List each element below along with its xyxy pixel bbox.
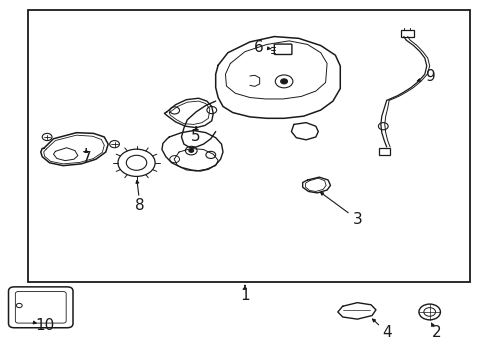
Bar xyxy=(27,10,470,282)
Text: 10: 10 xyxy=(35,318,54,333)
Text: 7: 7 xyxy=(81,151,91,166)
Text: 3: 3 xyxy=(352,212,362,227)
Text: 8: 8 xyxy=(135,198,145,213)
Text: 5: 5 xyxy=(191,130,201,144)
Text: 6: 6 xyxy=(254,40,264,55)
Bar xyxy=(401,30,414,37)
Text: 2: 2 xyxy=(432,325,441,340)
Text: 9: 9 xyxy=(426,68,436,84)
Circle shape xyxy=(189,149,194,152)
Bar xyxy=(379,148,390,155)
Circle shape xyxy=(281,79,288,84)
Text: 4: 4 xyxy=(382,325,392,340)
Text: 1: 1 xyxy=(240,288,250,303)
